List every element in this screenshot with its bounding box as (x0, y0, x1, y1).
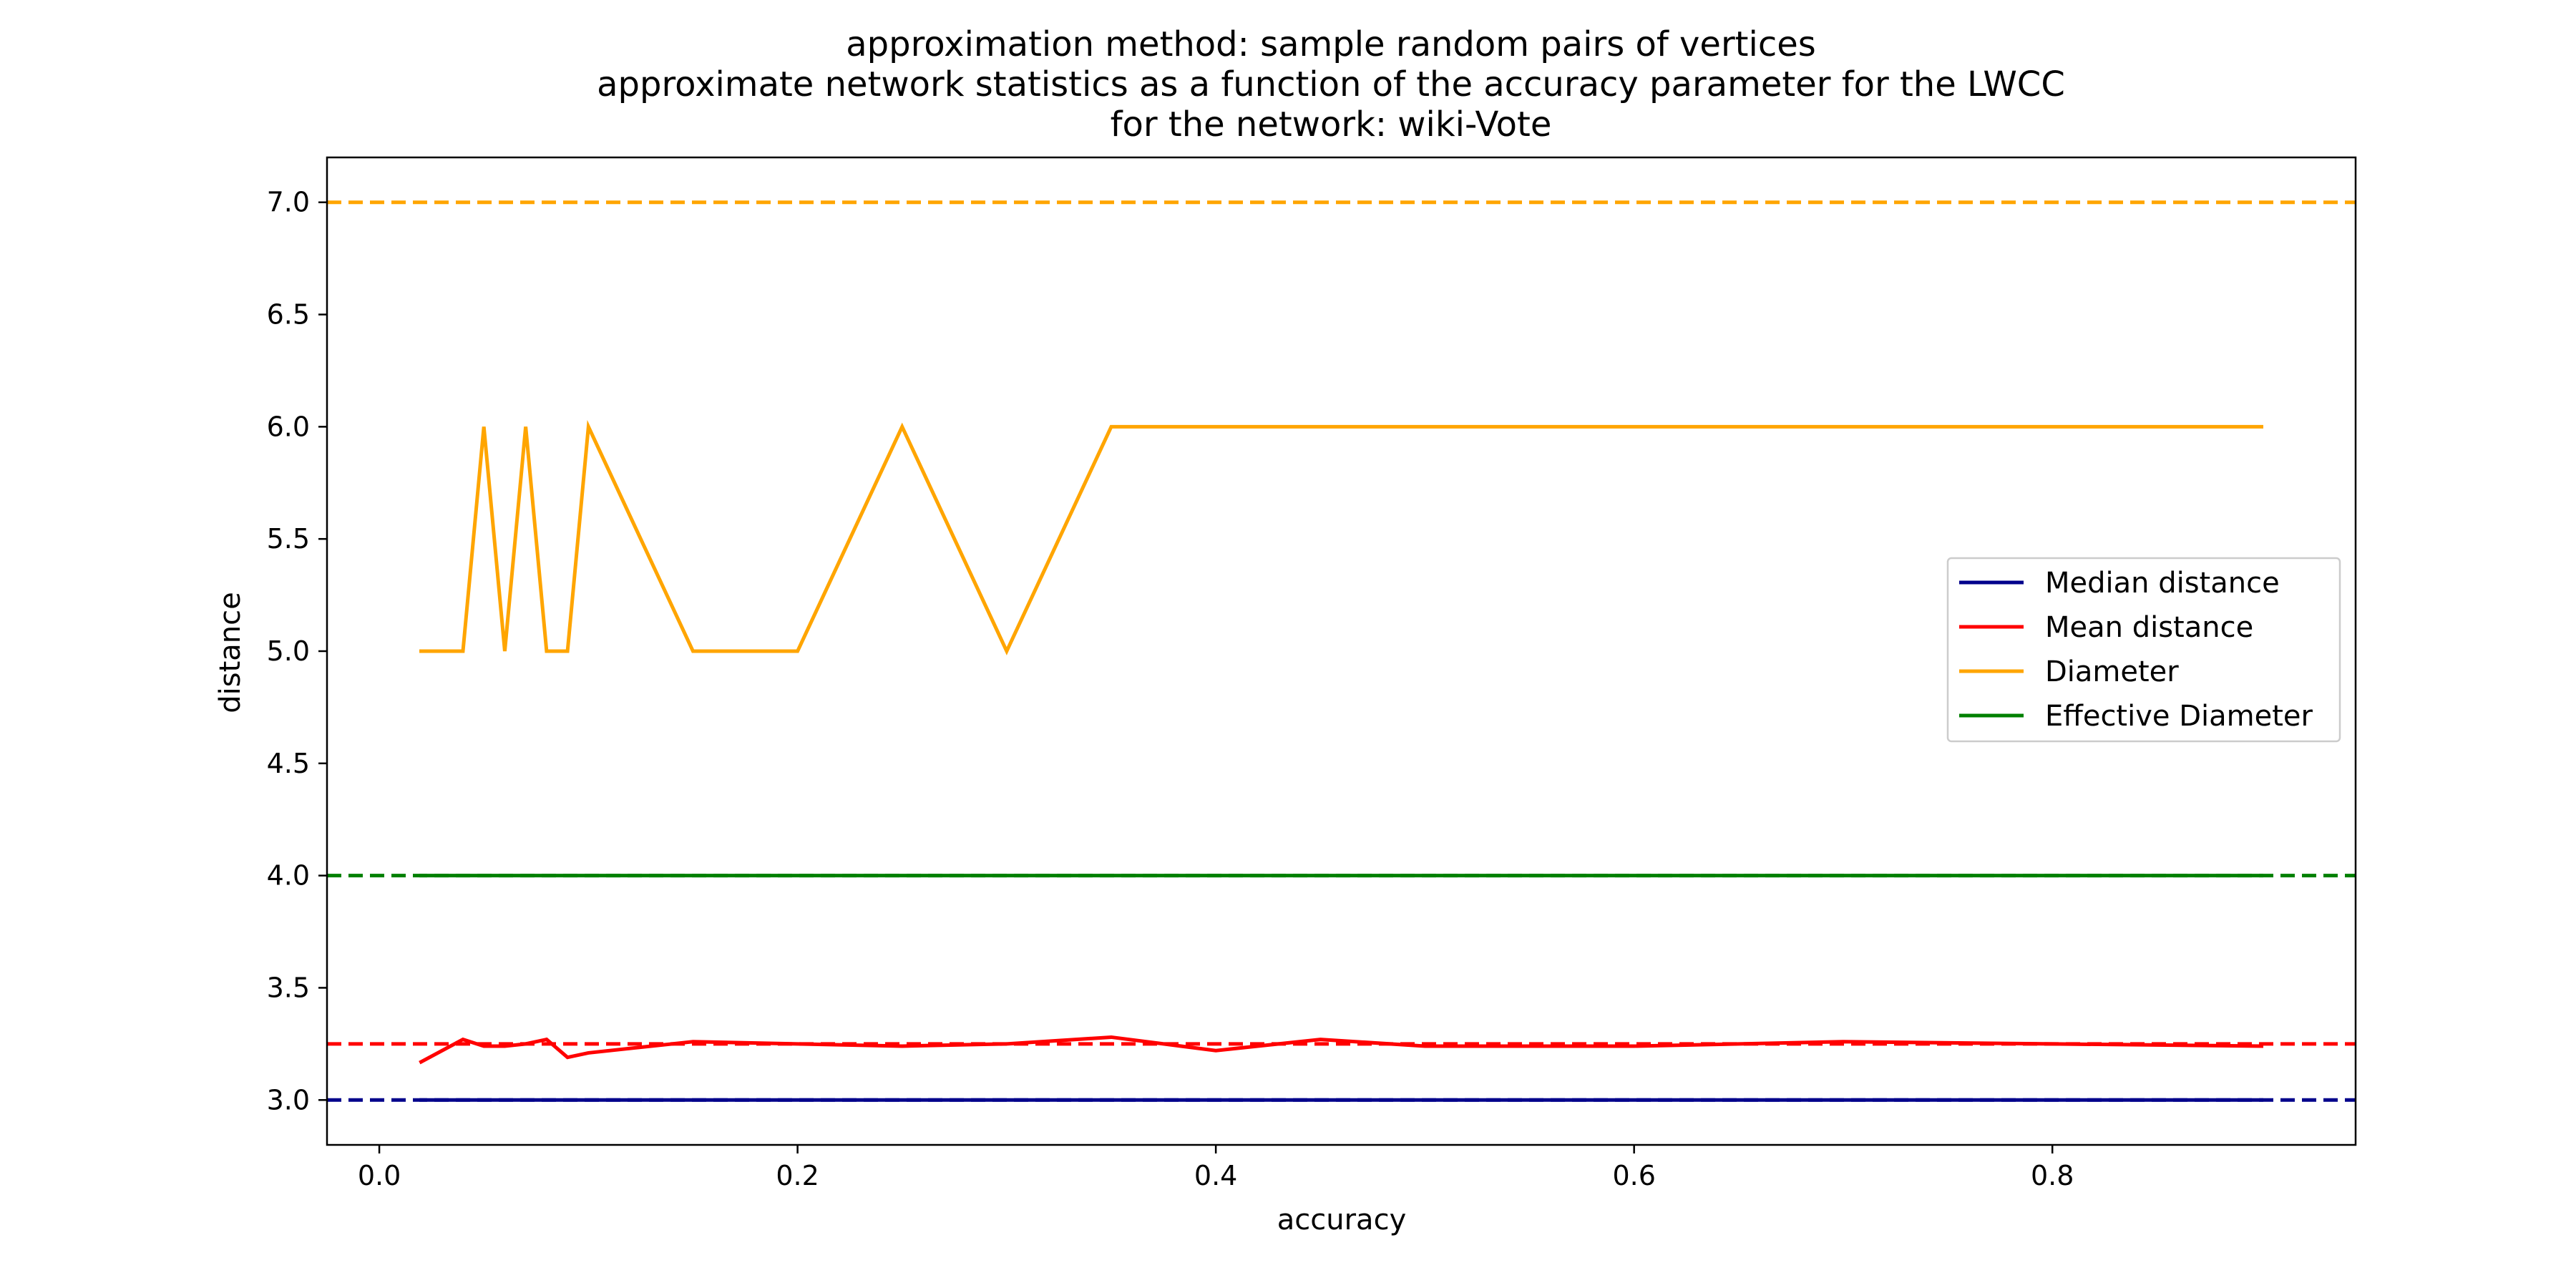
legend: Median distance Mean distance Diameter Effe… (1946, 557, 2341, 743)
y-axis-ticks: 3.0 3.5 4.0 4.5 5.0 5.5 6.0 6.5 7.0 (267, 187, 327, 1116)
series-lines (419, 419, 2264, 1102)
x-axis-label: accuracy (1277, 1204, 1406, 1236)
x-tick-label: 0.6 (1612, 1160, 1655, 1191)
series-line-mean-distance (419, 1035, 2264, 1065)
y-tick-label: 6.0 (267, 411, 310, 442)
legend-entry-label: Effective Diameter (2045, 700, 2313, 733)
x-axis-ticks: 0.0 0.2 0.4 0.6 0.8 (358, 1145, 2074, 1191)
legend-entry-label: Diameter (2045, 655, 2179, 688)
y-tick-label: 3.0 (267, 1084, 310, 1116)
y-tick-label: 3.5 (267, 972, 310, 1003)
y-axis-label: distance (214, 592, 247, 713)
title-line-1: approximation method: sample random pair… (846, 24, 1816, 64)
y-tick-label: 5.0 (267, 635, 310, 667)
legend-entry-label: Median distance (2045, 567, 2280, 600)
title-line-3: for the network: wiki-Vote (1111, 104, 1552, 145)
legend-box (1946, 557, 2341, 743)
series-line-diameter (419, 419, 2263, 655)
x-tick-label: 0.0 (358, 1160, 401, 1191)
y-tick-label: 7.0 (267, 187, 310, 218)
title-line-2: approximate network statistics as a func… (597, 64, 2065, 104)
y-tick-label: 4.0 (267, 860, 310, 892)
x-tick-label: 0.4 (1194, 1160, 1237, 1191)
y-tick-label: 5.5 (267, 523, 310, 555)
legend-entry-label: Mean distance (2045, 611, 2253, 644)
y-tick-label: 6.5 (267, 299, 310, 331)
x-tick-label: 0.8 (2031, 1160, 2074, 1191)
chart-title: approximation method: sample random pair… (597, 24, 2065, 145)
x-tick-label: 0.2 (776, 1160, 819, 1191)
y-tick-label: 4.5 (267, 748, 310, 779)
